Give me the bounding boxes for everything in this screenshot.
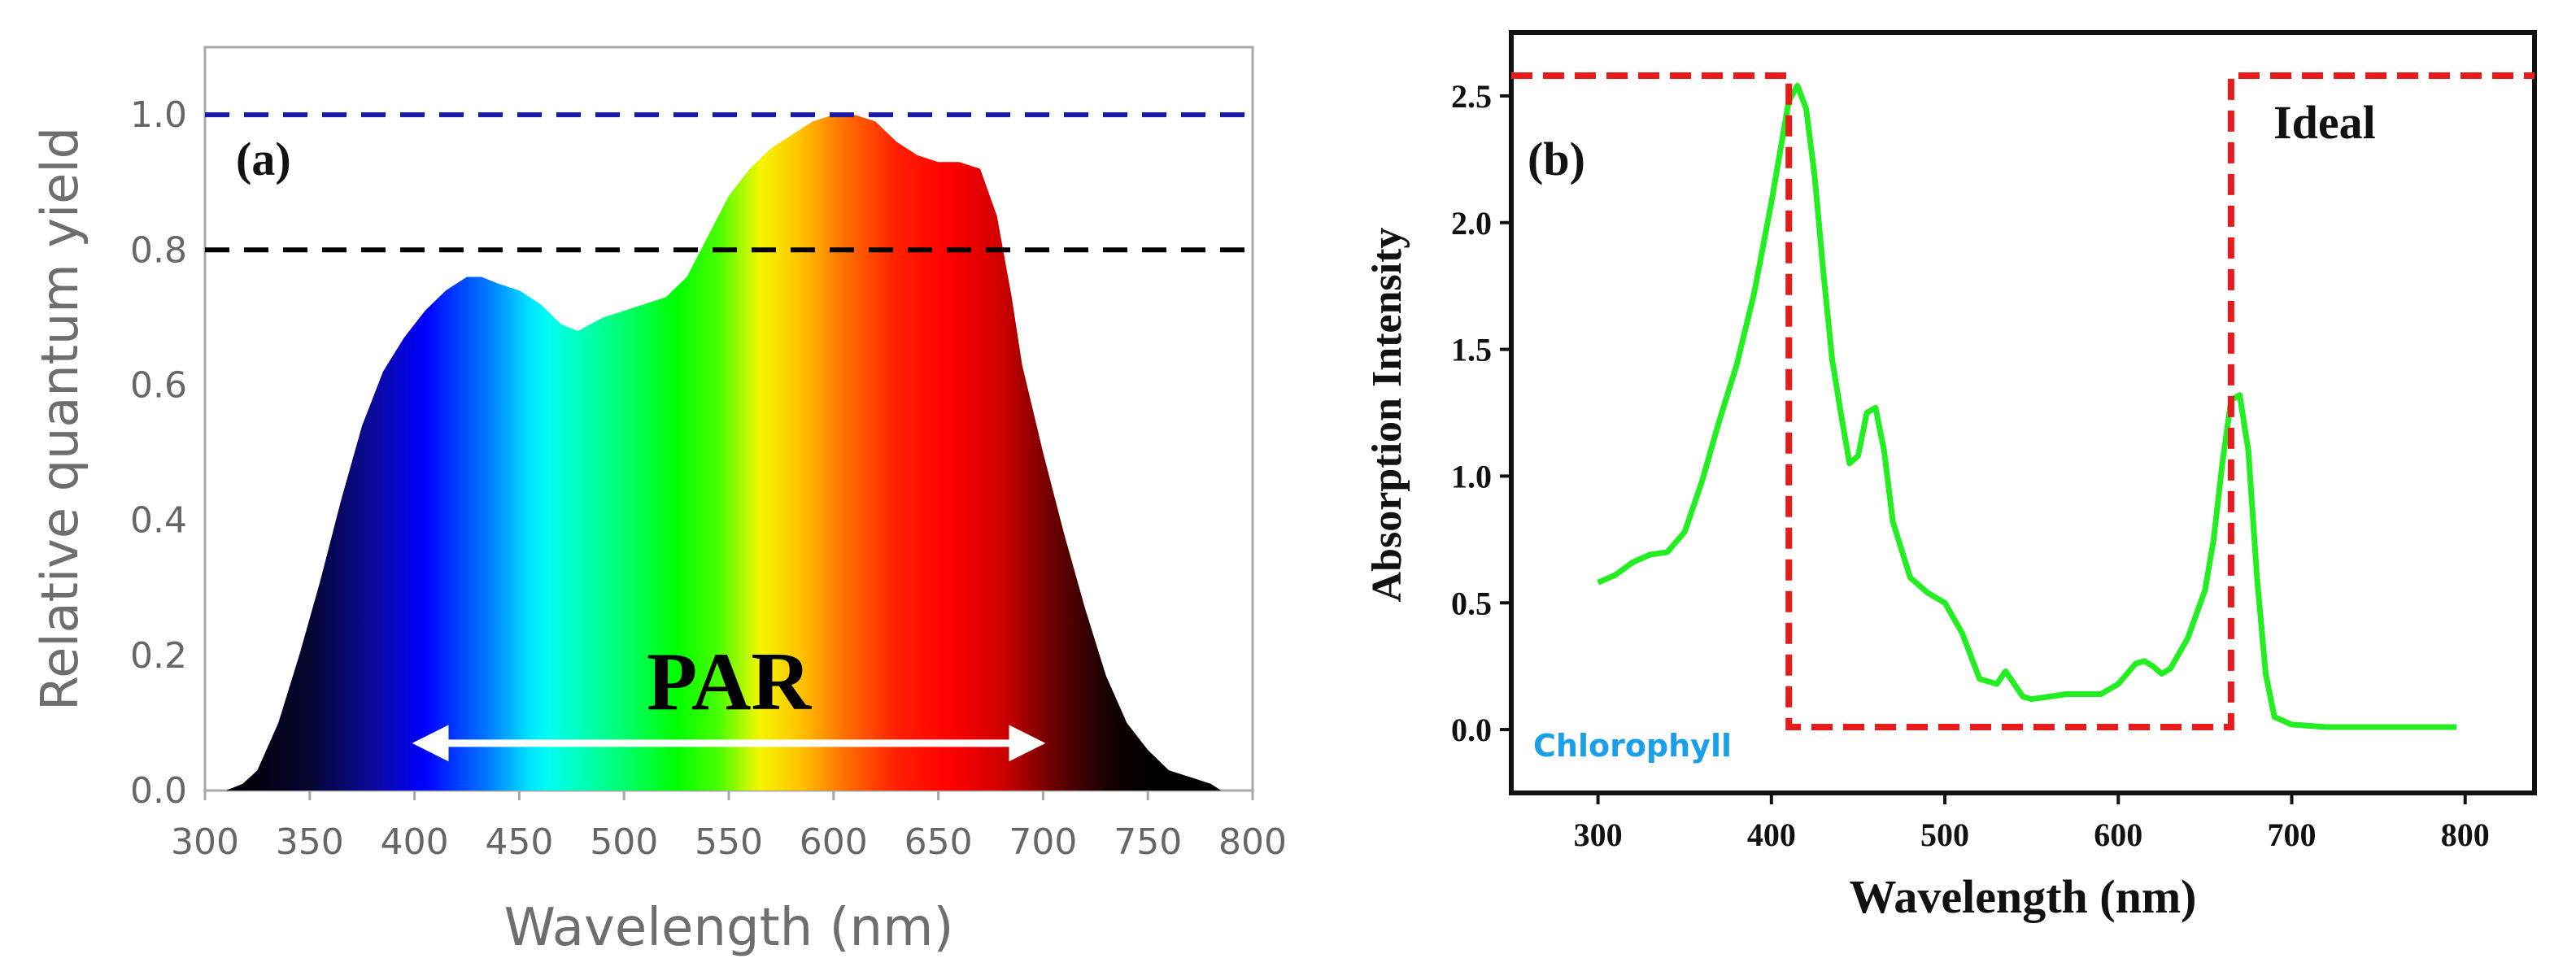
- panel-a-par-label: PAR: [647, 636, 812, 728]
- panel-a-x-tick-label: 750: [1114, 821, 1182, 863]
- panel-a-x-tick-label: 400: [381, 821, 449, 863]
- panel-b-plot-frame: [1509, 30, 2537, 795]
- panel-b-y-tick-label: 1.5: [1451, 332, 1492, 368]
- panel-a-y-tick-label: 0.0: [130, 770, 187, 812]
- panel-b-y-tick-label: 2.5: [1451, 78, 1492, 115]
- panel-b-y-tick-label: 0.0: [1451, 712, 1492, 748]
- panel-b-x-tick-label: 700: [2267, 817, 2316, 853]
- panel-a-x-tick-label: 300: [171, 821, 239, 863]
- panel-b-legend-ideal: Ideal: [2273, 96, 2376, 149]
- panel-a-y-tick-label: 0.6: [130, 364, 187, 406]
- panel-a-x-tick-label: 500: [590, 821, 658, 863]
- panel-a-x-axis-label: Wavelength (nm): [504, 898, 954, 958]
- panel-b-chlorophyll-line: [1597, 82, 2457, 730]
- panel-a-x-tick-label: 450: [485, 821, 553, 863]
- panel-a-x-tick-label: 600: [800, 821, 868, 863]
- panel-b-x-tick-label: 500: [1920, 817, 1969, 853]
- panel-a-y-tick-label: 0.8: [130, 229, 187, 271]
- panel-b-ideal-line: [1511, 72, 2535, 730]
- panel-b-y-axis-label: Absorption Intensity: [1364, 228, 1410, 603]
- panel-b-label: (b): [1528, 133, 1585, 185]
- panel-b-x-tick-label: 300: [1574, 817, 1623, 853]
- panel-a-y-ticks: 0.0 0.2 0.4 0.6 0.8 1.0: [130, 94, 187, 812]
- panel-a-y-tick-label: 1.0: [130, 94, 187, 136]
- panel-a: 300 350 400 450 500 550 600 650 700 750 800 0.0 0.2…: [30, 46, 1287, 958]
- panel-a-x-tick-label: 800: [1218, 821, 1287, 863]
- panel-b-x-tick-label: 800: [2441, 817, 2490, 853]
- panel-a-x-tick-label: 700: [1009, 821, 1077, 863]
- panel-b-y-tick-label: 2.0: [1451, 205, 1492, 242]
- panel-b: 300 400 500 600 700 800 0.0 0.5 1.0 1.5 2.0 2.5 (b…: [1364, 30, 2537, 923]
- panel-b-x-ticks: 300 400 500 600 700 800: [1574, 793, 2490, 853]
- panel-a-y-tick-label: 0.4: [130, 500, 187, 542]
- panel-a-quantum-yield-area: [225, 115, 1222, 791]
- panel-a-y-tick-label: 0.2: [130, 635, 187, 677]
- panel-b-y-tick-label: 0.5: [1451, 585, 1492, 621]
- panel-a-label: (a): [236, 133, 291, 185]
- panel-b-x-axis-label: Wavelength (nm): [1850, 870, 2197, 923]
- panel-b-y-ticks: 0.0 0.5 1.0 1.5 2.0 2.5: [1451, 78, 1511, 748]
- panel-a-y-axis-label: Relative quantum yield: [30, 127, 89, 711]
- panel-b-legend-chlorophyll: Chlorophyll: [1533, 728, 1732, 764]
- panel-a-x-tick-label: 350: [276, 821, 344, 863]
- panel-a-x-tick-label: 650: [904, 821, 973, 863]
- panel-b-y-tick-label: 1.0: [1451, 458, 1492, 494]
- panel-b-x-tick-label: 600: [2094, 817, 2142, 853]
- panel-a-x-tick-label: 550: [695, 821, 763, 863]
- panel-a-x-ticks: 300 350 400 450 500 550 600 650 700 750 800: [171, 791, 1287, 863]
- panel-b-x-tick-label: 400: [1747, 817, 1796, 853]
